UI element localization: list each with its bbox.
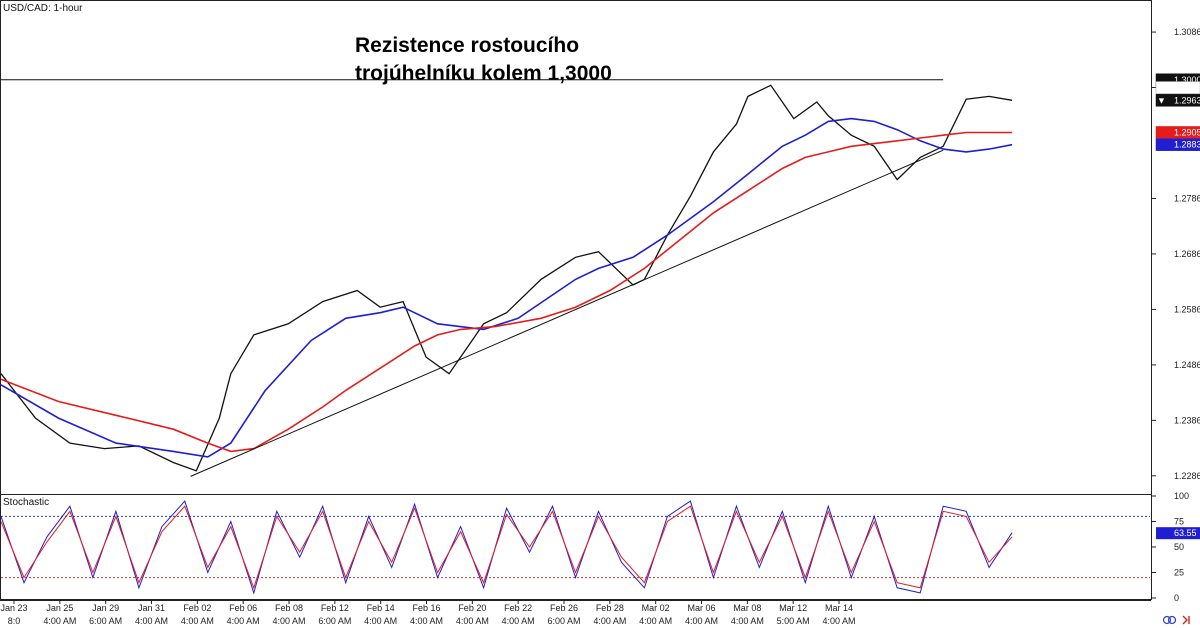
price-badge-label: 1.2963 [1174,95,1200,105]
date-tick-label: Feb 28 [596,603,624,613]
date-tick-label: Feb 14 [367,603,395,613]
price-tick-label: 1.2286 [1174,471,1200,481]
time-tick-label: 4:00 AM [593,616,626,626]
price-badge-label: 1.2905 [1174,127,1200,137]
date-tick-label: Feb 20 [458,603,486,613]
date-tick-label: Jan 31 [138,603,165,613]
stochastic-tick-label: 0 [1174,593,1179,603]
time-tick-label: 4:00 AM [731,616,764,626]
stochastic-tick-label: 75 [1174,517,1184,527]
link-icon[interactable] [1162,615,1177,625]
date-tick-label: Feb 08 [275,603,303,613]
time-tick-label: 8:0 [8,616,21,626]
price-series-line-0 [0,84,1013,472]
time-tick-label: 6:00 AM [318,616,351,626]
price-tick-label: 1.2786 [1174,193,1200,203]
collapse-arrow-icon[interactable] [1182,615,1190,625]
time-tick-label: 4:00 AM [181,616,214,626]
price-badge: 1.2883 [1155,138,1200,151]
price-badge: 1.2986 [1155,81,1200,94]
price-tick-label: 1.2586 [1174,304,1200,314]
price-tick-label: 1.2386 [1174,415,1200,425]
symbol-label-bg [1,1,69,13]
stochastic-series-group [0,500,1013,595]
time-tick-label: 4:00 AM [43,616,76,626]
date-tick-label: Mar 02 [642,603,670,613]
price-badge: 1.2905 [1155,126,1200,139]
price-badge-label: 1.2883 [1174,140,1200,150]
price-series-line-2 [0,131,1013,453]
date-tick-label: Feb 02 [183,603,211,613]
stochastic-tick-label: 50 [1174,542,1184,552]
time-tick-label: 5:00 AM [777,616,810,626]
chart-title-line-2: trojúhelníku kolem 1,3000 [355,62,612,85]
time-tick-label: 4:00 AM [456,616,489,626]
date-tick-label: Feb 22 [504,603,532,613]
stochastic-tick-label: 25 [1174,568,1184,578]
price-badge-label: 1.2986 [1174,83,1200,93]
time-axis-ticks: Jan 23 8:0 Jan 25 4:00 AM Jan 29 6:00 AM Jan 3… [0,600,856,626]
date-tick-label: Mar 06 [687,603,715,613]
price-series-line-1 [0,117,1013,458]
indicator-label-bg [1,495,57,507]
chart-title-line-1: Rezistence rostoucího [355,34,579,57]
date-tick-label: Jan 25 [46,603,73,613]
date-tick-label: Feb 16 [412,603,440,613]
time-tick-label: 4:00 AM [227,616,260,626]
time-tick-label: 4:00 AM [822,616,855,626]
price-tick-label: 1.2686 [1174,249,1200,259]
price-badge-label: 1.3000 [1174,75,1200,85]
symbol-label: USD/CAD: 1-hour [3,3,83,14]
stochastic-levels-group [1,515,1150,579]
price-tick-label: 1.2486 [1174,360,1200,370]
support-trendline[interactable] [190,149,944,477]
stochastic-tick-label: 100 [1174,491,1189,501]
date-tick-label: Mar 08 [733,603,761,613]
date-tick-label: Mar 14 [825,603,853,613]
date-tick-label: Mar 12 [779,603,807,613]
date-tick-label: Jan 29 [92,603,119,613]
date-tick-label: Feb 12 [321,603,349,613]
time-tick-label: 6:00 AM [547,616,580,626]
stochastic-line-1 [0,505,1013,590]
time-tick-label: 4:00 AM [272,616,305,626]
price-series-group [0,84,1013,472]
stochastic-axis-ticks: 100 75 50 25 0 63.55 [1151,491,1200,603]
time-tick-label: 4:00 AM [685,616,718,626]
date-tick-label: Jan 23 [0,603,27,613]
time-tick-label: 4:00 AM [410,616,443,626]
date-tick-label: Feb 26 [550,603,578,613]
time-tick-label: 4:00 AM [135,616,168,626]
time-tick-label: 4:00 AM [639,616,672,626]
stochastic-value-label: 63.55 [1174,528,1197,538]
time-tick-label: 4:00 AM [364,616,397,626]
stochastic-value-badge: 63.55 [1156,527,1200,540]
price-badge: ▼ 1.2963 [1155,94,1200,107]
time-tick-label: 4:00 AM [502,616,535,626]
stochastic-line-0 [0,500,1013,595]
trendline-group [1,79,944,477]
date-tick-label: Feb 06 [229,603,257,613]
price-tick-label: 1.3086 [1174,27,1200,37]
time-tick-label: 6:00 AM [89,616,122,626]
badge-marker-icon: ▼ [1157,95,1166,105]
indicator-label: Stochastic [3,497,49,508]
